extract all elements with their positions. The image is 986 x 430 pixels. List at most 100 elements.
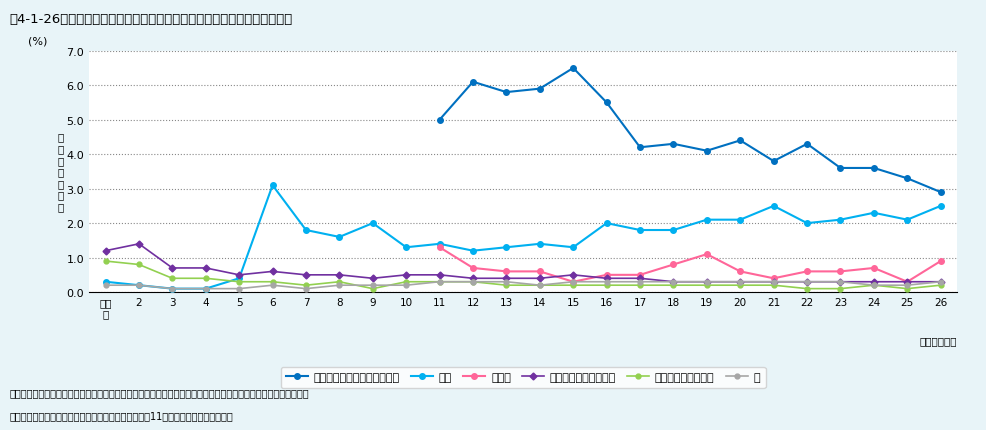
硝酸性窒素及び亜硝酸性窒素 xyxy=(801,142,812,147)
鉛 xyxy=(100,283,111,288)
テトラクロロエチレン xyxy=(734,280,745,285)
テトラクロロエチレン xyxy=(199,266,211,271)
テトラクロロエチレン xyxy=(367,276,379,281)
硝酸性窒素及び亜硝酸性窒素 xyxy=(834,166,846,171)
ふっ素 xyxy=(633,273,645,278)
鉛 xyxy=(734,280,745,285)
鉛 xyxy=(834,280,846,285)
トリクロロエチレン xyxy=(734,283,745,288)
テトラクロロエチレン xyxy=(600,276,612,281)
鉛 xyxy=(167,286,178,292)
ふっ素 xyxy=(533,269,545,274)
鉛 xyxy=(300,286,312,292)
硝酸性窒素及び亜硝酸性窒素 xyxy=(700,149,712,154)
砒素 xyxy=(767,204,779,209)
砒素 xyxy=(400,245,412,250)
Text: (%): (%) xyxy=(28,37,47,47)
トリクロロエチレン xyxy=(934,283,946,288)
砒素 xyxy=(199,286,211,292)
鉛 xyxy=(199,286,211,292)
テトラクロロエチレン xyxy=(167,266,178,271)
Legend: 硝酸性窒素及び亜硝酸性窒素, 砒素, ふっ素, テトラクロロエチレン, トリクロロエチレン, 鉛: 硝酸性窒素及び亜硝酸性窒素, 砒素, ふっ素, テトラクロロエチレン, トリクロ… xyxy=(280,367,765,388)
テトラクロロエチレン xyxy=(500,276,512,281)
砒素 xyxy=(500,245,512,250)
トリクロロエチレン xyxy=(500,283,512,288)
鉛 xyxy=(767,280,779,285)
鉛 xyxy=(900,283,912,288)
テトラクロロエチレン xyxy=(700,280,712,285)
トリクロロエチレン xyxy=(233,280,245,285)
鉛 xyxy=(667,280,678,285)
テトラクロロエチレン xyxy=(233,273,245,278)
砒素 xyxy=(466,249,478,254)
砒素 xyxy=(734,218,745,223)
Text: （調査年度）: （調査年度） xyxy=(919,336,956,346)
鉛 xyxy=(367,283,379,288)
鉛 xyxy=(533,283,545,288)
テトラクロロエチレン xyxy=(400,273,412,278)
砒素 xyxy=(333,235,345,240)
砒素 xyxy=(633,228,645,233)
砒素 xyxy=(133,283,145,288)
硝酸性窒素及び亜硝酸性窒素 xyxy=(900,176,912,181)
トリクロロエチレン xyxy=(600,283,612,288)
砒素 xyxy=(667,228,678,233)
砒素 xyxy=(801,221,812,226)
Text: ２：硝酸性窒素及び亜硝酸性窒素、ふっ素は、平成11年に環境基準に追加された: ２：硝酸性窒素及び亜硝酸性窒素、ふっ素は、平成11年に環境基準に追加された xyxy=(10,411,234,421)
鉛 xyxy=(600,280,612,285)
硝酸性窒素及び亜硝酸性窒素 xyxy=(533,87,545,92)
砒素 xyxy=(533,242,545,247)
砒素 xyxy=(867,211,879,216)
硝酸性窒素及び亜硝酸性窒素 xyxy=(500,90,512,95)
テトラクロロエチレン xyxy=(533,276,545,281)
トリクロロエチレン xyxy=(667,283,678,288)
硝酸性窒素及び亜硝酸性窒素 xyxy=(767,159,779,164)
硝酸性窒素及び亜硝酸性窒素 xyxy=(633,145,645,150)
鉛 xyxy=(500,280,512,285)
砒素 xyxy=(266,183,278,188)
砒素 xyxy=(100,280,111,285)
鉛 xyxy=(801,280,812,285)
トリクロロエチレン xyxy=(767,283,779,288)
ふっ素 xyxy=(900,280,912,285)
砒素 xyxy=(834,218,846,223)
テトラクロロエチレン xyxy=(266,269,278,274)
砒素 xyxy=(233,276,245,281)
Line: トリクロロエチレン: トリクロロエチレン xyxy=(103,259,943,292)
Text: 注１：超過数とは、測定当時の基準を超過した井戸の数であり、超過率とは、調査数に対する超過数の割合である: 注１：超過数とは、測定当時の基準を超過した井戸の数であり、超過率とは、調査数に対… xyxy=(10,387,310,397)
テトラクロロエチレン xyxy=(834,280,846,285)
テトラクロロエチレン xyxy=(100,249,111,254)
テトラクロロエチレン xyxy=(567,273,579,278)
ふっ素 xyxy=(667,262,678,267)
テトラクロロエチレン xyxy=(801,280,812,285)
トリクロロエチレン xyxy=(333,280,345,285)
ふっ素 xyxy=(734,269,745,274)
トリクロロエチレン xyxy=(433,280,445,285)
ふっ素 xyxy=(433,245,445,250)
ふっ素 xyxy=(500,269,512,274)
Line: ふっ素: ふっ素 xyxy=(437,245,943,285)
砒素 xyxy=(700,218,712,223)
ふっ素 xyxy=(801,269,812,274)
トリクロロエチレン xyxy=(834,286,846,292)
テトラクロロエチレン xyxy=(667,280,678,285)
Y-axis label: 環
境
基
準
超
過
率: 環 境 基 準 超 過 率 xyxy=(57,132,64,212)
トリクロロエチレン xyxy=(867,283,879,288)
砒素 xyxy=(167,286,178,292)
鉛 xyxy=(266,283,278,288)
Line: テトラクロロエチレン: テトラクロロエチレン xyxy=(103,242,943,285)
ふっ素 xyxy=(934,259,946,264)
Line: 鉛: 鉛 xyxy=(103,280,943,292)
砒素 xyxy=(300,228,312,233)
トリクロロエチレン xyxy=(533,283,545,288)
トリクロロエチレン xyxy=(633,283,645,288)
砒素 xyxy=(367,221,379,226)
鉛 xyxy=(133,283,145,288)
硝酸性窒素及び亜硝酸性窒素 xyxy=(667,142,678,147)
硝酸性窒素及び亜硝酸性窒素 xyxy=(466,80,478,85)
トリクロロエチレン xyxy=(900,286,912,292)
鉛 xyxy=(333,283,345,288)
トリクロロエチレン xyxy=(567,283,579,288)
トリクロロエチレン xyxy=(801,286,812,292)
砒素 xyxy=(567,245,579,250)
